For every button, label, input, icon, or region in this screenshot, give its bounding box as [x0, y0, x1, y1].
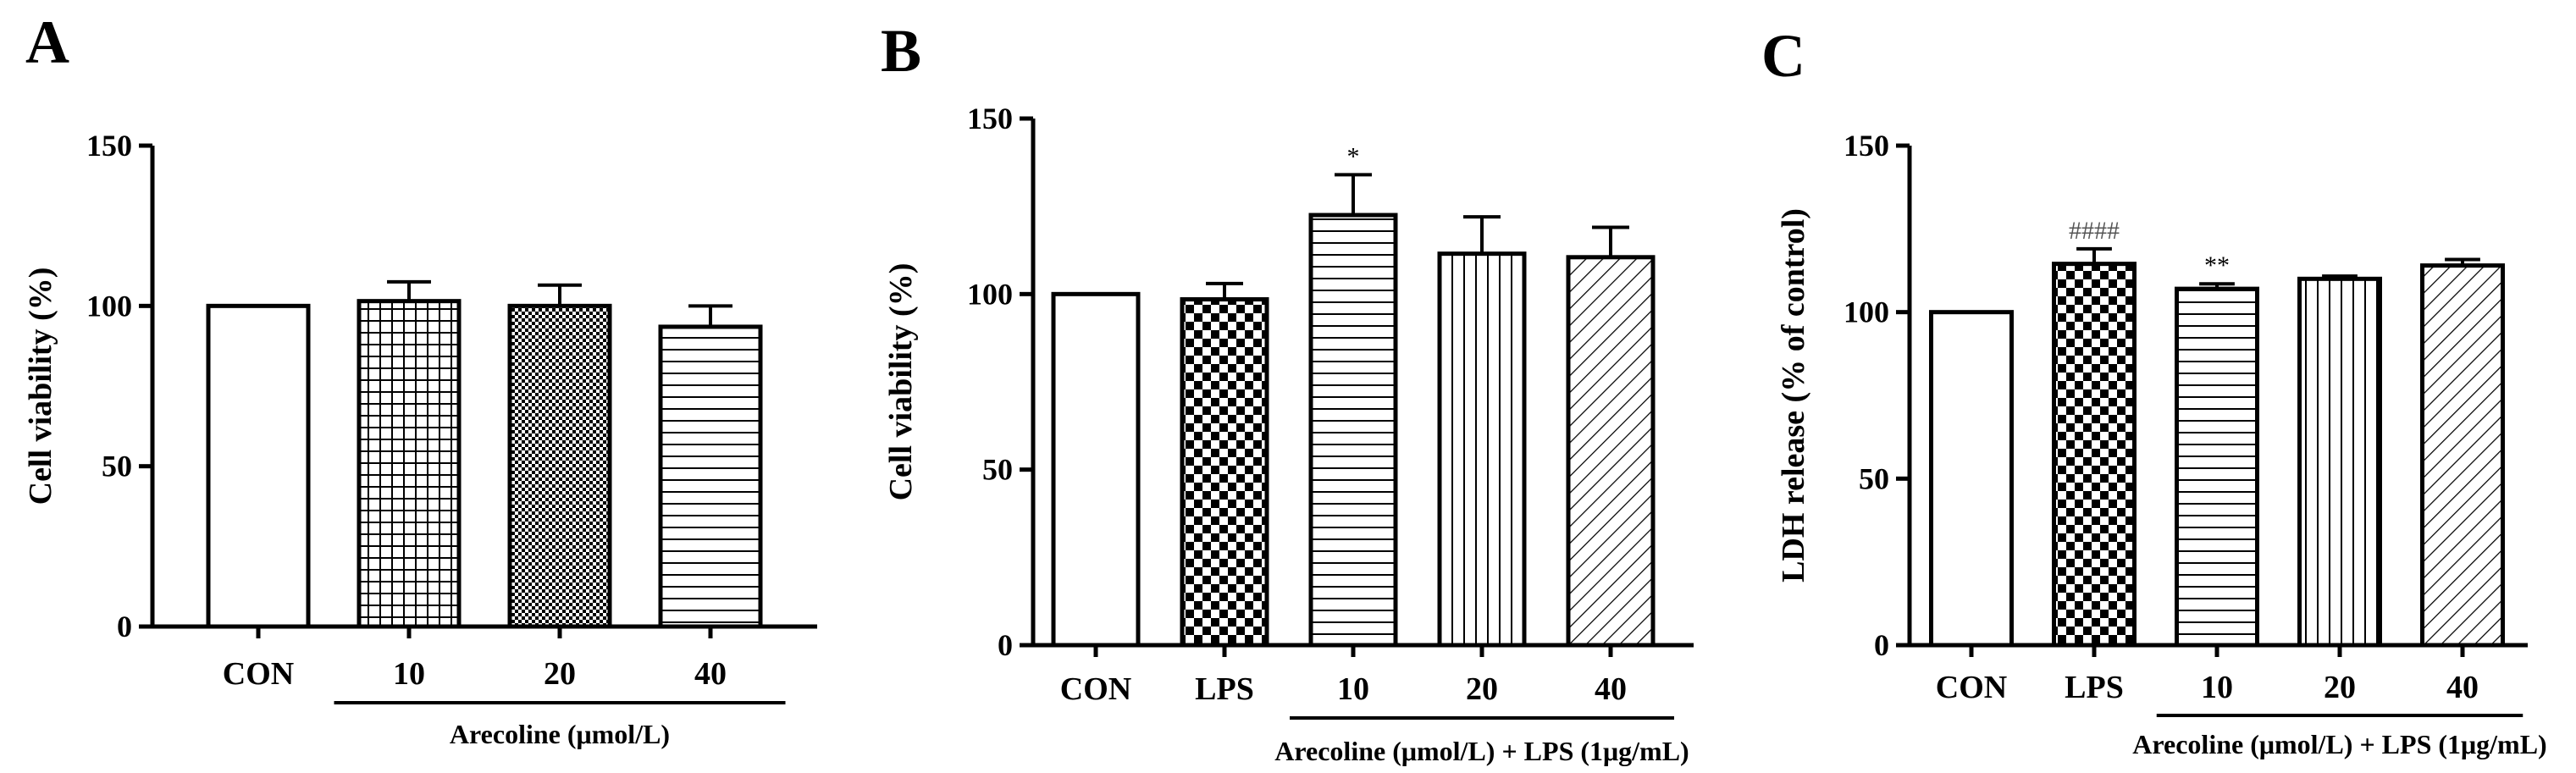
- bar-lps: [1180, 297, 1269, 648]
- group-label: Arecoline (μmol/L) + LPS (1μg/mL): [1274, 736, 1689, 766]
- x-tick-label: 20: [544, 656, 576, 692]
- bar-20: [1437, 251, 1527, 648]
- y-tick-label: 150: [967, 102, 1013, 135]
- panel-a-letter: A: [25, 8, 69, 76]
- y-axis-label: Cell viability (%): [23, 268, 58, 505]
- x-tick-label: CON: [223, 656, 294, 692]
- y-tick-label: 50: [102, 450, 132, 483]
- group-label: Arecoline (μmol/L): [450, 719, 670, 749]
- y-tick-label: 50: [1859, 461, 1889, 495]
- x-tick-label: 10: [393, 656, 425, 692]
- bar-20: [2297, 276, 2382, 648]
- panel-b-letter: B: [881, 17, 921, 85]
- significance-mark: **: [2204, 251, 2230, 279]
- y-tick-label: 150: [86, 129, 132, 163]
- bar-10: [1308, 213, 1398, 648]
- panel-a: A 0 50 100 150 Cell viability (%) CON 10 20 40 Ar…: [23, 8, 817, 749]
- y-tick-label: 50: [982, 453, 1013, 487]
- bar-40: [2420, 263, 2505, 648]
- bar-40: [658, 324, 763, 629]
- significance-mark: *: [1347, 142, 1360, 170]
- y-tick-label: 100: [86, 289, 132, 323]
- bar-40: [1566, 255, 1656, 648]
- y-axis-label: Cell viability (%): [883, 263, 919, 501]
- y-tick-label: 100: [1844, 295, 1889, 329]
- bar-10: [2175, 286, 2259, 648]
- x-tick-label: LPS: [2065, 670, 2124, 705]
- significance-mark: ####: [2069, 217, 2120, 245]
- bar-lps: [2052, 262, 2137, 648]
- y-tick-label: 0: [117, 610, 132, 643]
- x-tick-label: CON: [1936, 670, 2007, 705]
- y-tick-label: 100: [967, 277, 1013, 311]
- panel-b: B 0 50 100 150 Cell viability (%) CON LPS 10 20 4…: [881, 17, 1694, 766]
- x-tick-label: 40: [694, 656, 727, 692]
- bar-20: [507, 303, 612, 629]
- panel-c-letter: C: [1761, 22, 1805, 90]
- y-axis-label: LDH release (% of control): [1776, 208, 1811, 583]
- bar-con: [206, 303, 311, 629]
- bar-con: [1051, 291, 1141, 648]
- x-tick-label: 20: [1466, 671, 1498, 707]
- x-tick-label: CON: [1060, 671, 1131, 707]
- x-tick-label: 40: [1595, 671, 1627, 707]
- bar-10: [357, 299, 462, 629]
- x-tick-label: 10: [2201, 670, 2233, 705]
- panel-c: C 0 50 100 150 LDH release (% of control) CON…: [1761, 22, 2547, 759]
- y-tick-label: 0: [1874, 628, 1889, 662]
- y-tick-label: 150: [1844, 129, 1889, 163]
- x-tick-label: 40: [2446, 670, 2479, 705]
- y-tick-label: 0: [998, 628, 1013, 662]
- bar-con: [1929, 310, 2014, 648]
- group-label: Arecoline (μmol/L) + LPS (1μg/mL): [2132, 729, 2546, 759]
- x-tick-label: 20: [2324, 670, 2356, 705]
- x-tick-label: LPS: [1195, 671, 1254, 707]
- x-tick-label: 10: [1337, 671, 1369, 707]
